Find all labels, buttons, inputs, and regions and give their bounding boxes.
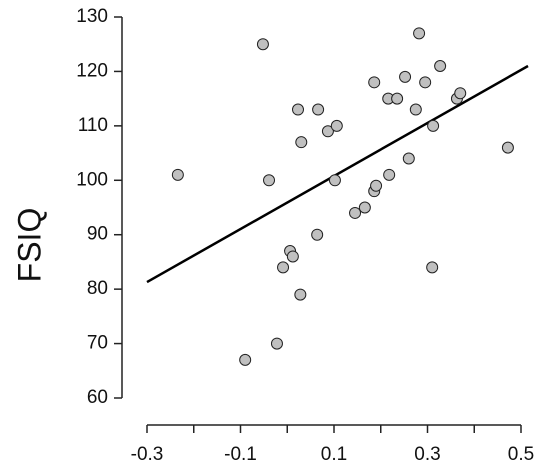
point bbox=[391, 92, 404, 105]
y-tick-label: 60 bbox=[87, 387, 108, 408]
point bbox=[368, 76, 381, 89]
point bbox=[292, 103, 305, 116]
point bbox=[434, 59, 447, 72]
point bbox=[427, 119, 440, 132]
y-tick-label: 110 bbox=[78, 115, 108, 136]
point bbox=[419, 76, 432, 89]
x-tick-label: -0.3 bbox=[131, 444, 164, 465]
y-axis-label: FSIQ bbox=[11, 208, 47, 283]
x-tick-label: 0.1 bbox=[321, 444, 347, 465]
point bbox=[294, 288, 307, 301]
point bbox=[312, 103, 325, 116]
x-tick-label: 0.3 bbox=[414, 444, 440, 465]
point bbox=[171, 168, 184, 181]
point bbox=[330, 119, 343, 132]
point bbox=[454, 87, 467, 100]
point bbox=[413, 27, 426, 40]
point bbox=[263, 174, 276, 187]
x-tick-label: -0.1 bbox=[224, 444, 257, 465]
y-tick-label: 90 bbox=[87, 224, 108, 245]
x-tick-label: 0.5 bbox=[508, 444, 534, 465]
y-tick-label: 80 bbox=[87, 278, 108, 299]
point bbox=[321, 125, 334, 138]
regression-line bbox=[146, 64, 529, 284]
point bbox=[402, 152, 415, 165]
y-tick-label: 130 bbox=[76, 6, 108, 27]
point bbox=[328, 174, 341, 187]
point bbox=[256, 38, 269, 51]
y-tick-label: 70 bbox=[87, 333, 108, 354]
point bbox=[383, 168, 396, 181]
y-tick-label: 120 bbox=[76, 60, 108, 81]
point bbox=[295, 136, 308, 149]
point bbox=[409, 103, 422, 116]
point bbox=[358, 201, 371, 214]
point bbox=[426, 261, 439, 274]
point bbox=[399, 70, 412, 83]
point bbox=[349, 206, 362, 219]
point bbox=[277, 261, 290, 274]
point bbox=[501, 141, 514, 154]
point bbox=[311, 228, 324, 241]
point bbox=[270, 337, 283, 350]
point bbox=[370, 179, 383, 192]
point bbox=[286, 250, 299, 263]
point bbox=[239, 353, 252, 366]
y-tick-label: 100 bbox=[76, 169, 108, 190]
